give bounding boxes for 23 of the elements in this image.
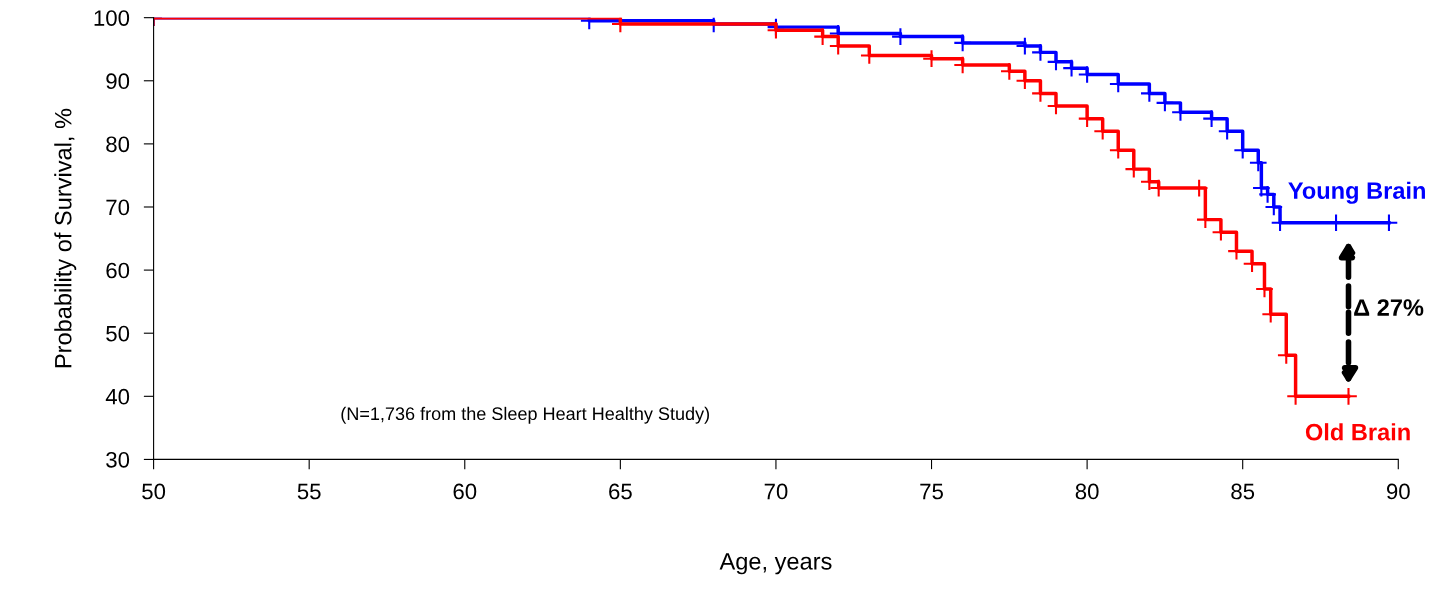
x-tick-label: 50	[142, 483, 166, 500]
x-tick-label: 85	[1231, 483, 1255, 500]
y-tick-label: 40	[105, 388, 130, 405]
x-tick-label: 80	[1075, 483, 1099, 500]
y-tick-label: 80	[106, 136, 130, 153]
y-tick-label: 100	[94, 10, 130, 26]
x-axis-title: Age, years	[719, 553, 832, 575]
series-label: Young Brain	[1288, 181, 1425, 204]
y-tick-label: 60	[106, 262, 130, 279]
y-axis-title: Probability of Survival, %	[54, 108, 77, 368]
x-tick-label: 65	[609, 483, 632, 500]
x-tick-label: 60	[453, 483, 477, 500]
x-tick-label: 75	[920, 483, 943, 500]
y-tick-label: 30	[106, 451, 130, 468]
x-tick-label: 90	[1386, 483, 1410, 500]
series-label: Old Brain	[1305, 423, 1410, 441]
annotation: (N=1,736 from the Sleep Heart Healthy Study)	[341, 406, 709, 424]
y-tick-label: 70	[106, 199, 130, 216]
x-tick-label: 55	[297, 483, 321, 500]
x-tick-label: 70	[764, 483, 788, 500]
y-tick-label: 90	[106, 73, 130, 90]
annotation: Δ 27%	[1354, 299, 1424, 316]
y-tick-label: 50	[106, 325, 130, 342]
